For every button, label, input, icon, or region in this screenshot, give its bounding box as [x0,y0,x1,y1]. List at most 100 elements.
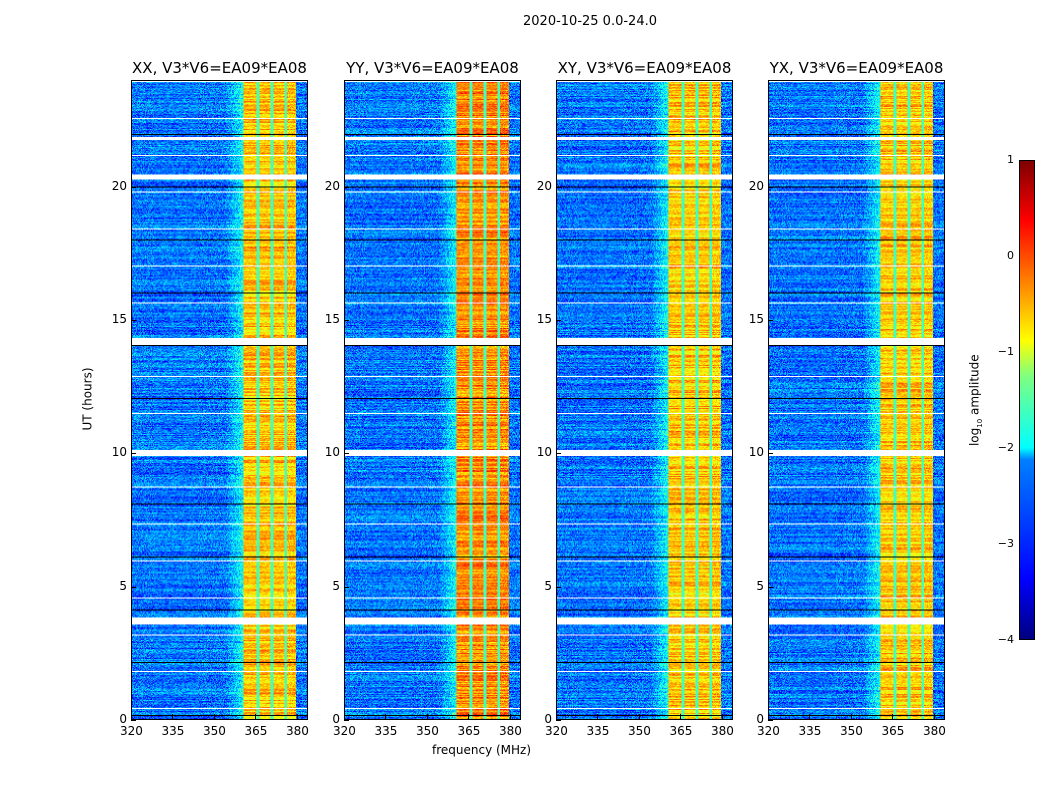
y-tick-label: 5 [332,578,340,593]
x-tick-mark [468,714,470,719]
panel-title: YX, V3*V6=EA09*EA08 [769,59,944,77]
y-tick-label: 5 [119,578,127,593]
x-tick-mark [768,714,769,719]
y-axis-label: UT (hours) [80,367,95,431]
x-tick-label: 380 [710,724,734,738]
x-tick-mark [556,714,557,719]
heatmap-panel-3 [768,80,945,720]
x-tick-mark [172,714,174,719]
x-tick-mark [721,714,723,719]
colorbar [1019,160,1035,640]
x-tick-mark [296,714,298,719]
x-tick-label: 365 [244,724,268,738]
y-tick-label: 10 [111,445,127,460]
panel-title: YY, V3*V6=EA09*EA08 [346,59,519,77]
y-tick-mark [344,720,349,721]
x-tick-label: 380 [498,724,522,738]
y-tick-mark [344,453,349,455]
y-tick-mark [131,720,136,721]
y-tick-label: 10 [536,445,552,460]
heatmap-panel-1 [344,80,521,720]
y-tick-label: 15 [536,312,552,326]
x-tick-label: 335 [586,724,610,738]
y-tick-label: 0 [119,712,127,726]
x-tick-mark [933,714,935,719]
y-tick-label: 0 [332,712,340,726]
y-tick-mark [768,586,773,588]
x-tick-mark [344,714,345,719]
x-tick-label: 335 [161,724,185,738]
x-tick-label: 320 [757,724,780,738]
y-tick-mark [344,586,349,588]
colorbar-label: log10 amplitude [968,354,984,446]
heatmap-panel-0 [131,80,308,720]
y-tick-label: 5 [544,578,552,593]
x-tick-mark [131,714,132,719]
y-tick-label: 0 [756,712,764,726]
colorbar-tick-label: 0 [1007,249,1014,262]
x-tick-mark [809,714,811,719]
y-tick-label: 15 [748,312,764,326]
colorbar-tick-label: −2 [997,441,1014,454]
y-tick-mark [131,586,136,588]
colorbar-label-rest: amplitude [967,354,982,419]
x-tick-mark [680,714,682,719]
y-tick-mark [131,453,136,455]
x-tick-label: 365 [457,724,481,738]
y-tick-label: 5 [756,578,764,593]
y-tick-label: 0 [544,712,552,726]
x-tick-label: 335 [798,724,822,738]
x-tick-label: 320 [333,724,356,738]
y-tick-mark [344,320,349,321]
x-tick-mark [892,714,894,719]
y-tick-mark [768,720,773,721]
x-tick-label: 350 [415,724,439,738]
y-tick-label: 20 [748,178,764,193]
x-tick-mark [638,714,640,719]
colorbar-tick-label: 1 [1007,153,1014,166]
y-tick-label: 20 [324,178,340,193]
x-tick-mark [597,714,599,719]
y-tick-label: 10 [324,445,340,460]
y-tick-mark [131,186,136,188]
y-tick-label: 20 [536,178,552,193]
y-tick-label: 15 [111,312,127,326]
x-tick-mark [213,714,215,719]
y-tick-label: 10 [748,445,764,460]
y-tick-mark [556,453,561,455]
x-tick-label: 335 [374,724,398,738]
x-tick-mark [426,714,428,719]
x-tick-label: 380 [922,724,946,738]
x-axis-label: frequency (MHz) [432,743,532,757]
y-tick-mark [344,186,349,188]
x-tick-mark [255,714,257,719]
heatmap-panel-2 [556,80,733,720]
x-tick-mark [385,714,387,719]
x-tick-label: 350 [839,724,863,738]
colorbar-tick-label: −1 [997,345,1014,358]
x-tick-label: 365 [669,724,693,738]
x-tick-label: 380 [285,724,309,738]
x-tick-label: 365 [881,724,905,738]
y-tick-mark [768,453,773,455]
y-tick-mark [131,320,136,321]
heatmap-cells [557,81,732,719]
y-tick-mark [556,186,561,188]
figure-title: 2020-10-25 0.0-24.0 [523,14,657,29]
panel-title: XY, V3*V6=EA09*EA08 [557,59,732,77]
y-tick-mark [556,586,561,588]
y-tick-mark [556,720,561,721]
y-tick-label: 20 [111,178,127,193]
x-tick-label: 320 [120,724,143,738]
y-tick-label: 15 [324,312,340,326]
panel-title: XX, V3*V6=EA09*EA08 [132,59,307,77]
heatmap-cells [769,81,944,719]
x-tick-label: 320 [545,724,568,738]
x-tick-label: 350 [202,724,226,738]
colorbar-label-log: log [967,427,982,447]
y-tick-mark [556,320,561,321]
x-tick-mark [850,714,852,719]
colorbar-tick-label: −4 [997,633,1014,646]
colorbar-tick-label: −3 [997,537,1014,550]
